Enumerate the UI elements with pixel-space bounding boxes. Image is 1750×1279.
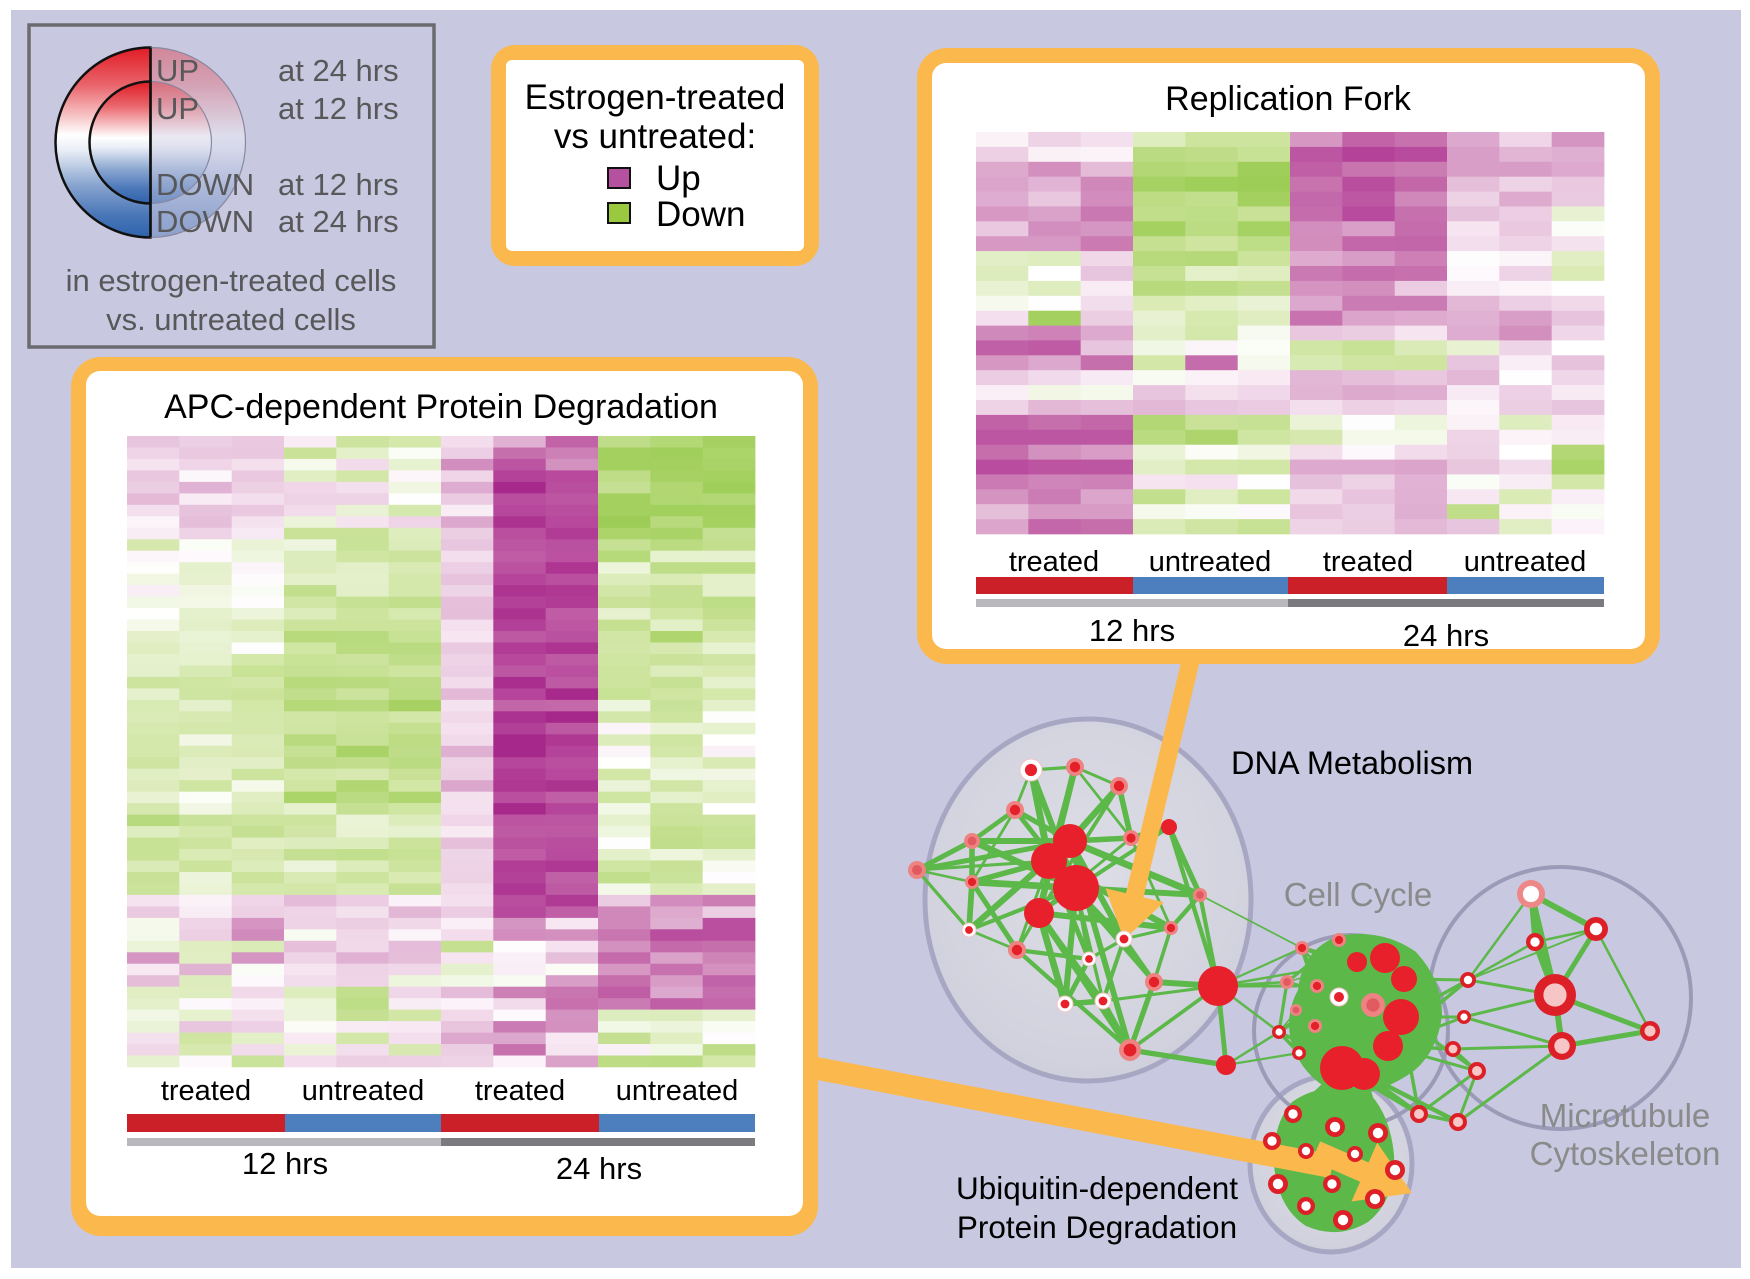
svg-text:untreated: untreated xyxy=(616,1075,739,1107)
svg-text:24 hrs: 24 hrs xyxy=(1403,618,1489,653)
svg-text:12 hrs: 12 hrs xyxy=(242,1146,328,1181)
svg-text:vs untreated:: vs untreated: xyxy=(554,117,756,156)
svg-text:APC-dependent Protein Degradat: APC-dependent Protein Degradation xyxy=(164,388,718,426)
svg-text:untreated: untreated xyxy=(1464,546,1587,578)
svg-text:treated: treated xyxy=(1009,546,1099,578)
svg-text:treated: treated xyxy=(1323,546,1413,578)
svg-text:12 hrs: 12 hrs xyxy=(1089,613,1175,648)
svg-text:Up: Up xyxy=(656,159,701,198)
svg-text:Protein Degradation: Protein Degradation xyxy=(957,1209,1237,1245)
svg-text:Down: Down xyxy=(656,195,745,234)
svg-text:UP: UP xyxy=(156,91,199,126)
svg-text:Cytoskeleton: Cytoskeleton xyxy=(1530,1135,1721,1172)
svg-text:at 12 hrs: at 12 hrs xyxy=(278,91,399,126)
svg-text:Estrogen-treated: Estrogen-treated xyxy=(525,78,786,117)
svg-text:24 hrs: 24 hrs xyxy=(556,1151,642,1186)
svg-text:vs. untreated cells: vs. untreated cells xyxy=(106,302,356,337)
svg-text:DNA Metabolism: DNA Metabolism xyxy=(1231,745,1473,781)
svg-text:DOWN: DOWN xyxy=(156,167,254,202)
svg-text:treated: treated xyxy=(161,1075,251,1107)
svg-text:untreated: untreated xyxy=(302,1075,425,1107)
svg-text:Replication Fork: Replication Fork xyxy=(1165,80,1412,118)
svg-text:untreated: untreated xyxy=(1149,546,1272,578)
svg-text:in estrogen-treated cells: in estrogen-treated cells xyxy=(66,263,397,298)
svg-text:at 24 hrs: at 24 hrs xyxy=(278,204,399,239)
svg-text:UP: UP xyxy=(156,53,199,88)
svg-text:Ubiquitin-dependent: Ubiquitin-dependent xyxy=(956,1170,1238,1206)
svg-text:Microtubule: Microtubule xyxy=(1540,1097,1711,1134)
svg-text:Cell Cycle: Cell Cycle xyxy=(1284,876,1433,913)
svg-text:at 24 hrs: at 24 hrs xyxy=(278,53,399,88)
svg-text:DOWN: DOWN xyxy=(156,204,254,239)
svg-text:at 12 hrs: at 12 hrs xyxy=(278,167,399,202)
svg-text:treated: treated xyxy=(475,1075,565,1107)
